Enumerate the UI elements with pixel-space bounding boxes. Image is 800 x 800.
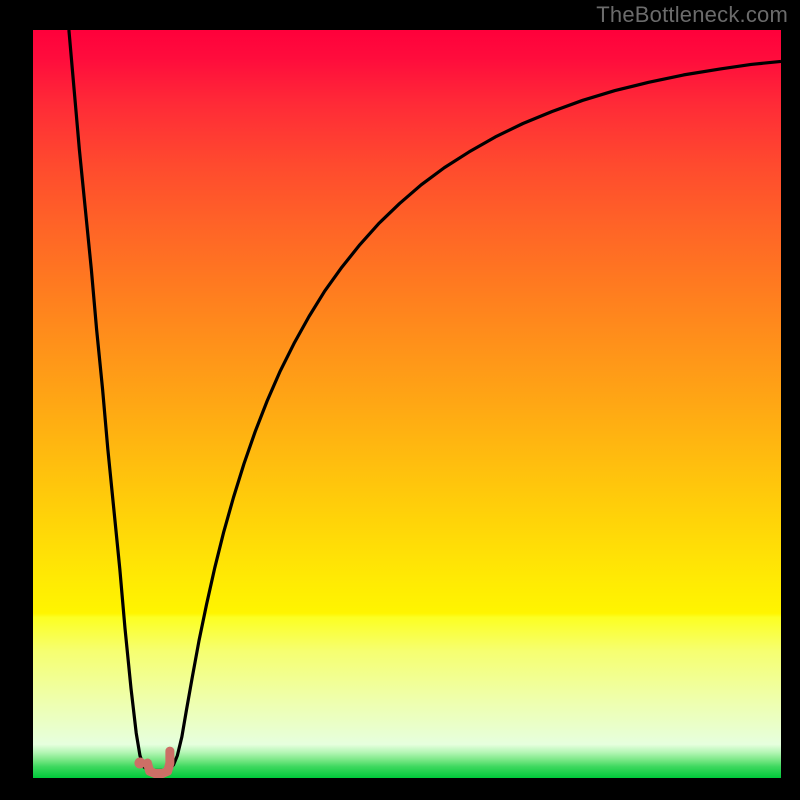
plot-area (33, 30, 781, 778)
chart-background (33, 30, 781, 778)
chart-container: TheBottleneck.com (0, 0, 800, 800)
watermark-text: TheBottleneck.com (596, 2, 788, 28)
valley-marker-dot (134, 758, 145, 769)
chart-svg (33, 30, 781, 778)
